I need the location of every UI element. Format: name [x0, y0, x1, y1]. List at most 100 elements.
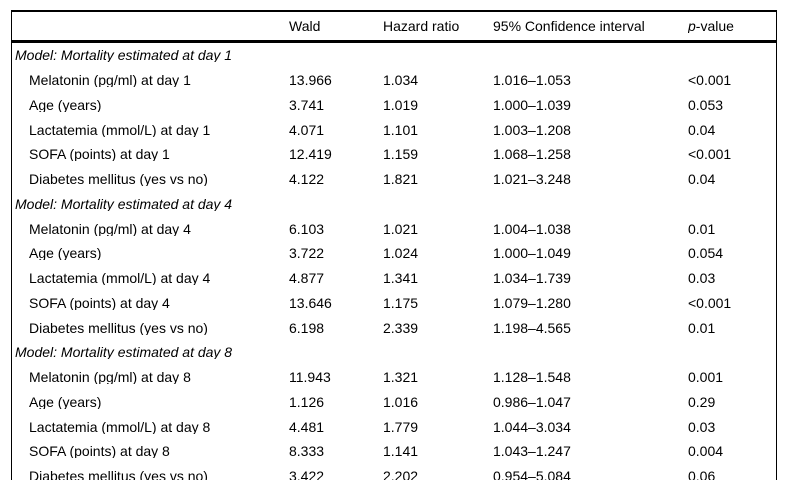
table-row: Melatonin (pg/ml) at day 4 6.103 1.021 1… [12, 216, 776, 241]
table-row: Lactatemia (mmol/L) at day 8 4.481 1.779… [12, 414, 776, 439]
model-title: Model: Mortality estimated at day 4 [15, 196, 233, 211]
confidence-interval-value: 1.021–3.248 [493, 172, 571, 187]
wald-value: 3.741 [289, 97, 325, 112]
confidence-interval-value: 1.044–3.034 [493, 419, 571, 434]
wald-value: 11.943 [289, 370, 331, 385]
header-p-value-rest: -value [695, 19, 734, 33]
hazard-ratio-value: 1.101 [383, 122, 419, 137]
table-row: Melatonin (pg/ml) at day 8 11.943 1.321 … [12, 365, 776, 390]
row-label: SOFA (points) at day 8 [29, 444, 170, 459]
wald-value: 13.646 [289, 295, 332, 310]
row-label: Diabetes mellitus (yes vs no) [29, 172, 208, 187]
table-row: Lactatemia (mmol/L) at day 1 4.071 1.101… [12, 117, 776, 142]
confidence-interval-value: 1.000–1.049 [493, 246, 571, 261]
wald-value: 4.481 [289, 419, 325, 434]
wald-value: 1.126 [289, 394, 325, 409]
table-row: Age (years) 3.722 1.024 1.000–1.049 0.05… [12, 241, 776, 266]
hazard-ratio-value: 2.339 [383, 320, 419, 335]
hazard-ratio-value: 1.141 [383, 444, 419, 459]
wald-value: 3.722 [289, 246, 325, 261]
row-label: SOFA (points) at day 1 [29, 147, 170, 162]
header-p-value-p: p [688, 19, 696, 33]
table-row: SOFA (points) at day 8 8.333 1.141 1.043… [12, 439, 776, 464]
confidence-interval-value: 1.034–1.739 [493, 271, 571, 286]
hazard-ratio-value: 1.034 [383, 73, 419, 88]
p-value: 0.004 [688, 444, 724, 459]
wald-value: 3.422 [289, 469, 325, 480]
p-value: 0.053 [688, 97, 724, 112]
hazard-ratio-value: 1.159 [383, 147, 419, 162]
confidence-interval-value: 1.079–1.280 [493, 295, 571, 310]
confidence-interval-value: 1.003–1.208 [493, 122, 571, 137]
hazard-ratio-value: 2.202 [383, 469, 419, 480]
model-title: Model: Mortality estimated at day 1 [15, 48, 233, 63]
p-value: 0.03 [688, 419, 716, 434]
table-row: Diabetes mellitus (yes vs no) 4.122 1.82… [12, 167, 776, 192]
wald-value: 6.198 [289, 320, 325, 335]
hazard-ratio-value: 1.779 [383, 419, 419, 434]
confidence-interval-value: 0.954–5.084 [493, 469, 571, 480]
p-value: 0.001 [688, 370, 724, 385]
header-hazard-ratio: Hazard ratio [383, 19, 460, 33]
row-label: Age (years) [29, 97, 102, 112]
row-label: Age (years) [29, 394, 102, 409]
table-row: Lactatemia (mmol/L) at day 4 4.877 1.341… [12, 266, 776, 291]
confidence-interval-value: 1.000–1.039 [493, 97, 571, 112]
wald-value: 13.966 [289, 73, 332, 88]
p-value: 0.01 [688, 221, 716, 236]
row-label: Lactatemia (mmol/L) at day 8 [29, 419, 211, 434]
confidence-interval-value: 1.128–1.548 [493, 370, 571, 385]
p-value: 0.04 [688, 172, 716, 187]
table-row: Age (years) 3.741 1.019 1.000–1.039 0.05… [12, 93, 776, 118]
wald-value: 4.071 [289, 122, 325, 137]
p-value: <0.001 [688, 295, 732, 310]
model-group-title-row: Model: Mortality estimated at day 4 [12, 192, 776, 217]
row-label: SOFA (points) at day 4 [29, 295, 170, 310]
p-value: 0.054 [688, 246, 724, 261]
hazard-ratio-value: 1.321 [383, 370, 419, 385]
row-label: Diabetes mellitus (yes vs no) [29, 469, 208, 480]
p-value: <0.001 [688, 73, 732, 88]
p-value: 0.29 [688, 394, 716, 409]
p-value: 0.06 [688, 469, 716, 480]
confidence-interval-value: 1.198–4.565 [493, 320, 571, 335]
hazard-ratio-value: 1.021 [383, 221, 419, 236]
header-p-value: p-value [688, 19, 776, 33]
p-value: 0.04 [688, 122, 716, 137]
header-wald: Wald [289, 19, 321, 33]
model-group-title-row: Model: Mortality estimated at day 1 [12, 43, 776, 68]
table-row: Diabetes mellitus (yes vs no) 6.198 2.33… [12, 315, 776, 340]
wald-value: 12.419 [289, 147, 332, 162]
confidence-interval-value: 1.004–1.038 [493, 221, 571, 236]
row-label: Lactatemia (mmol/L) at day 1 [29, 122, 211, 137]
hazard-ratio-value: 1.175 [383, 295, 419, 310]
p-value: 0.03 [688, 271, 716, 286]
wald-value: 6.103 [289, 221, 325, 236]
hazard-ratio-value: 1.016 [383, 394, 419, 409]
confidence-interval-value: 0.986–1.047 [493, 394, 571, 409]
p-value: <0.001 [688, 147, 732, 162]
confidence-interval-value: 1.016–1.053 [493, 73, 571, 88]
header-confidence-interval: 95% Confidence interval [493, 19, 645, 33]
model-group-title-row: Model: Mortality estimated at day 8 [12, 340, 776, 365]
row-label: Melatonin (pg/ml) at day 1 [29, 73, 191, 88]
wald-value: 4.877 [289, 271, 325, 286]
hazard-ratio-value: 1.024 [383, 246, 419, 261]
table-row: SOFA (points) at day 1 12.419 1.159 1.06… [12, 142, 776, 167]
hazard-ratio-value: 1.019 [383, 97, 419, 112]
row-label: Age (years) [29, 246, 102, 261]
wald-value: 4.122 [289, 172, 325, 187]
hazard-ratio-value: 1.341 [383, 271, 419, 286]
model-title: Model: Mortality estimated at day 8 [15, 345, 233, 360]
table-row: SOFA (points) at day 4 13.646 1.175 1.07… [12, 291, 776, 316]
confidence-interval-value: 1.043–1.247 [493, 444, 571, 459]
confidence-interval-value: 1.068–1.258 [493, 147, 571, 162]
p-value: 0.01 [688, 320, 716, 335]
row-label: Melatonin (pg/ml) at day 4 [29, 221, 191, 236]
table-row: Diabetes mellitus (yes vs no) 3.422 2.20… [12, 464, 776, 480]
table-header-row: Wald Hazard ratio 95% Confidence interva… [12, 12, 776, 43]
row-label: Melatonin (pg/ml) at day 8 [29, 370, 191, 385]
table-row: Age (years) 1.126 1.016 0.986–1.047 0.29 [12, 390, 776, 415]
results-table: Wald Hazard ratio 95% Confidence interva… [11, 10, 777, 480]
